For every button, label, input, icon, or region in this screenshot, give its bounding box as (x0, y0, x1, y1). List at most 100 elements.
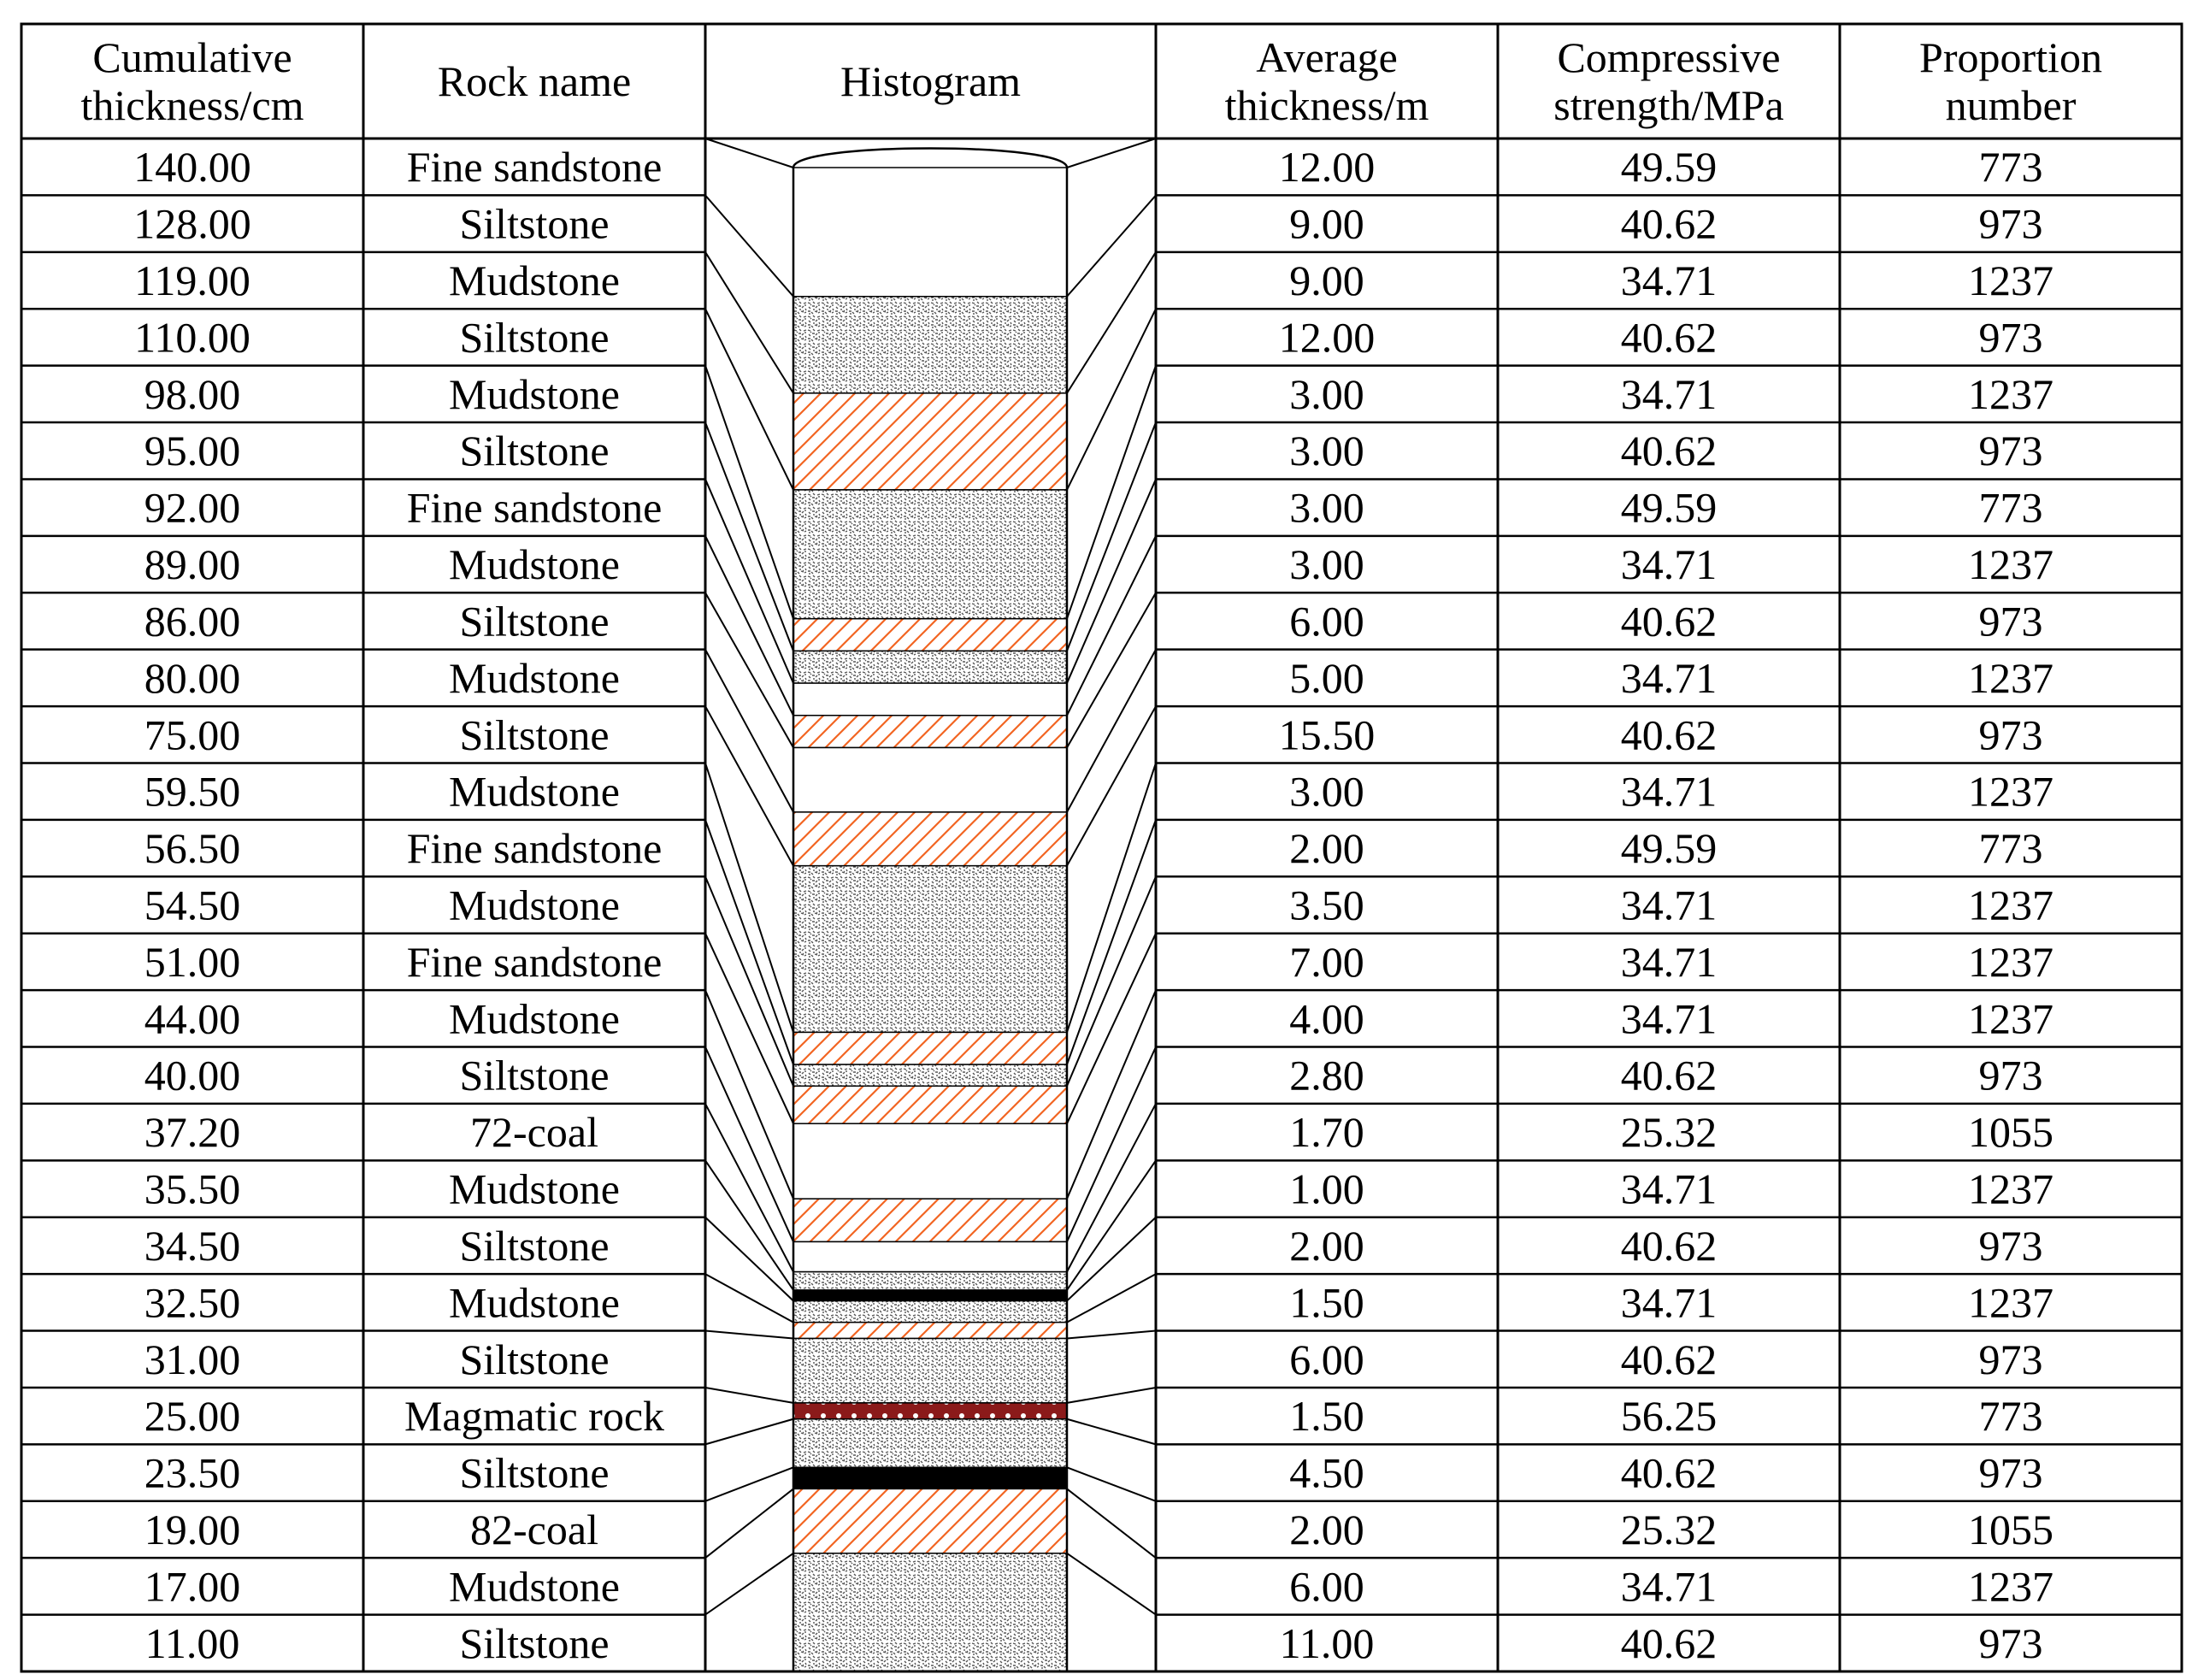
table-border (20, 22, 2183, 1673)
cell-rock: Siltstone (459, 1449, 609, 1497)
cell-cum: 92.00 (144, 484, 241, 532)
header-prop: number (1946, 81, 2077, 129)
header-comp: strength/MPa (1553, 81, 1783, 129)
header-prop: Proportion (1919, 33, 2102, 81)
connector-line (1066, 592, 1157, 748)
cell-avg: 6.00 (1289, 1562, 1364, 1610)
cell-avg: 5.00 (1289, 654, 1364, 702)
connector-line (704, 649, 794, 813)
connector-line (1066, 875, 1157, 1087)
cell-comp: 34.71 (1621, 768, 1718, 816)
connector-line (1066, 194, 1157, 298)
cell-avg: 12.00 (1279, 143, 1376, 191)
connector-line (1066, 1103, 1157, 1273)
cell-prop: 973 (1979, 200, 2043, 248)
connector-line (1066, 308, 1157, 491)
cell-prop: 773 (1979, 824, 2043, 872)
cell-comp: 40.62 (1621, 1449, 1718, 1497)
cell-comp: 34.71 (1621, 1562, 1718, 1610)
cell-rock: Mudstone (449, 768, 620, 816)
cell-comp: 34.71 (1621, 540, 1718, 588)
connector-line (1066, 1273, 1157, 1323)
histogram-layer (793, 1064, 1068, 1087)
connector-line (1066, 421, 1157, 651)
cell-comp: 40.62 (1621, 200, 1718, 248)
cell-comp: 49.59 (1621, 484, 1718, 532)
connector-line (704, 989, 794, 1200)
histogram-layer (793, 864, 1068, 1034)
cell-rock: Siltstone (459, 313, 609, 361)
cell-avg: 3.00 (1289, 427, 1364, 475)
cell-avg: 12.00 (1279, 313, 1376, 361)
cell-prop: 1237 (1968, 1165, 2054, 1213)
cell-rock: Siltstone (459, 710, 609, 758)
cell-avg: 2.80 (1289, 1052, 1364, 1099)
cell-comp: 40.62 (1621, 710, 1718, 758)
cell-rock: Mudstone (449, 994, 620, 1042)
connector-line (1066, 649, 1157, 813)
connector-line (1066, 1329, 1157, 1340)
cell-prop: 1237 (1968, 881, 2054, 929)
cell-comp: 34.71 (1621, 256, 1718, 304)
cell-cum: 86.00 (144, 597, 241, 645)
cell-avg: 9.00 (1289, 256, 1364, 304)
connector-line (1066, 1466, 1157, 1502)
histogram-layer (793, 1418, 1068, 1469)
cell-cum: 11.00 (145, 1619, 240, 1667)
cell-comp: 34.71 (1621, 370, 1718, 418)
connector-line (1066, 705, 1157, 867)
histogram-layer (793, 617, 1068, 652)
cell-avg: 6.00 (1289, 1335, 1364, 1383)
cell-prop: 973 (1979, 1335, 2043, 1383)
cell-cum: 110.00 (134, 313, 250, 361)
cell-rock: Siltstone (459, 427, 609, 475)
cell-comp: 56.25 (1621, 1392, 1718, 1440)
cell-avg: 3.00 (1289, 370, 1364, 418)
cell-rock: Mudstone (449, 1562, 620, 1610)
cell-rock: Mudstone (449, 370, 620, 418)
connector-line (704, 705, 794, 867)
histogram-layer (793, 1488, 1068, 1554)
cell-avg: 3.50 (1289, 881, 1364, 929)
cell-avg: 9.00 (1289, 200, 1364, 248)
connector-line (704, 819, 794, 1065)
connector-line (1066, 1552, 1157, 1616)
histogram-layer (793, 1289, 1068, 1302)
cell-cum: 80.00 (144, 654, 241, 702)
connector-line (704, 421, 794, 651)
cell-prop: 773 (1979, 143, 2043, 191)
cell-cum: 34.50 (144, 1222, 241, 1270)
cell-prop: 973 (1979, 427, 2043, 475)
cell-comp: 40.62 (1621, 1052, 1718, 1099)
cell-cum: 54.50 (144, 881, 241, 929)
histogram-layer (793, 1553, 1068, 1672)
histogram-layer (793, 1198, 1068, 1243)
cell-avg: 1.00 (1289, 1165, 1364, 1213)
cell-cum: 51.00 (144, 938, 241, 986)
cell-comp: 25.32 (1621, 1506, 1718, 1553)
connector-line (704, 1159, 794, 1291)
cell-rock: Siltstone (459, 1052, 609, 1099)
connector-line (1066, 933, 1157, 1124)
cell-avg: 6.00 (1289, 597, 1364, 645)
connector-line (704, 138, 794, 168)
cell-prop: 973 (1979, 710, 2043, 758)
cell-comp: 25.32 (1621, 1108, 1718, 1156)
cell-rock: Siltstone (459, 1335, 609, 1383)
cell-prop: 1237 (1968, 540, 2054, 588)
cell-comp: 40.62 (1621, 1335, 1718, 1383)
histogram-fills (793, 167, 1068, 1672)
histogram-layer (793, 1085, 1068, 1124)
histogram-connectors (704, 138, 1157, 1671)
cell-prop: 773 (1979, 484, 2043, 532)
cell-avg: 3.00 (1289, 484, 1364, 532)
connector-line (1066, 1217, 1157, 1302)
connector-line (704, 1217, 794, 1302)
cell-cum: 25.00 (144, 1392, 241, 1440)
cell-prop: 973 (1979, 1052, 2043, 1099)
connector-line (1066, 1488, 1157, 1559)
connector-line (1066, 479, 1157, 684)
connector-line (1066, 535, 1157, 716)
cell-cum: 95.00 (144, 427, 241, 475)
cell-comp: 40.62 (1621, 313, 1718, 361)
